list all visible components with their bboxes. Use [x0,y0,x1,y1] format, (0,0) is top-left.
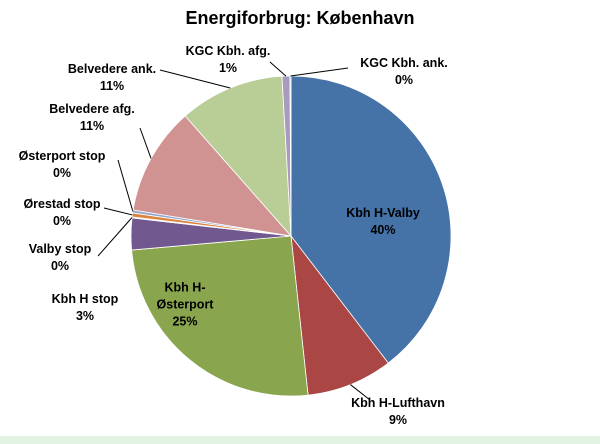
value-label: 9% [388,413,408,427]
value-label: 0% [50,259,70,273]
pie-slice [290,75,452,364]
data-label: Kbh H stop 3% [40,291,130,325]
category-label: Kbh H-Lufthavn [351,396,445,410]
data-label: Kbh H-Valby 40% [328,205,438,239]
value-label: 0% [52,166,72,180]
category-label: Kbh H stop [51,292,119,306]
leader-line [117,159,134,212]
value-label: 1% [218,61,238,75]
value-label: 11% [79,119,105,133]
value-label: 25% [172,314,198,329]
leader-line [350,384,371,401]
pie-slice [184,75,292,238]
data-label: Belvedere ank. 11% [57,61,167,95]
category-label: Valby stop [28,242,92,256]
pie-slice [131,235,309,397]
pie-slice [290,234,389,396]
leader-line [290,67,349,77]
leader-line [97,217,133,257]
value-label: 40% [370,223,396,237]
value-label: 0% [394,73,414,87]
data-label: Østerport stop 0% [2,148,122,182]
category-label: Ørestad stop [23,197,101,211]
category-label: Østerport stop [18,149,106,163]
value-label: 11% [99,79,125,93]
data-label: KGC Kbh. afg. 1% [173,43,283,77]
data-label: Kbh H-Lufthavn 9% [333,395,463,429]
category-label: Kbh H-Valby [346,206,420,220]
value-label: 3% [75,309,95,323]
category-label: Belvedere afg. [49,102,135,116]
category-label: Kbh H-Østerport [156,280,214,312]
data-label: Kbh H-Østerport 25% [150,280,220,331]
leader-line [159,69,231,89]
leader-line [139,127,152,159]
data-label: KGC Kbh. ank. 0% [349,55,459,89]
pie-slice [132,115,293,237]
footer-band [0,436,600,444]
chart-title: Energiforbrug: København [185,8,415,28]
category-label: Belvedere ank. [67,62,157,76]
category-label: KGC Kbh. ank. [360,56,448,70]
leader-line [103,207,133,216]
value-label: 0% [52,214,72,228]
data-label: Ørestad stop 0% [7,196,117,230]
data-label: Belvedere afg. 11% [37,101,147,135]
leader-line [269,61,287,77]
category-label: KGC Kbh. afg. [185,44,271,58]
data-label: Valby stop 0% [15,241,105,275]
